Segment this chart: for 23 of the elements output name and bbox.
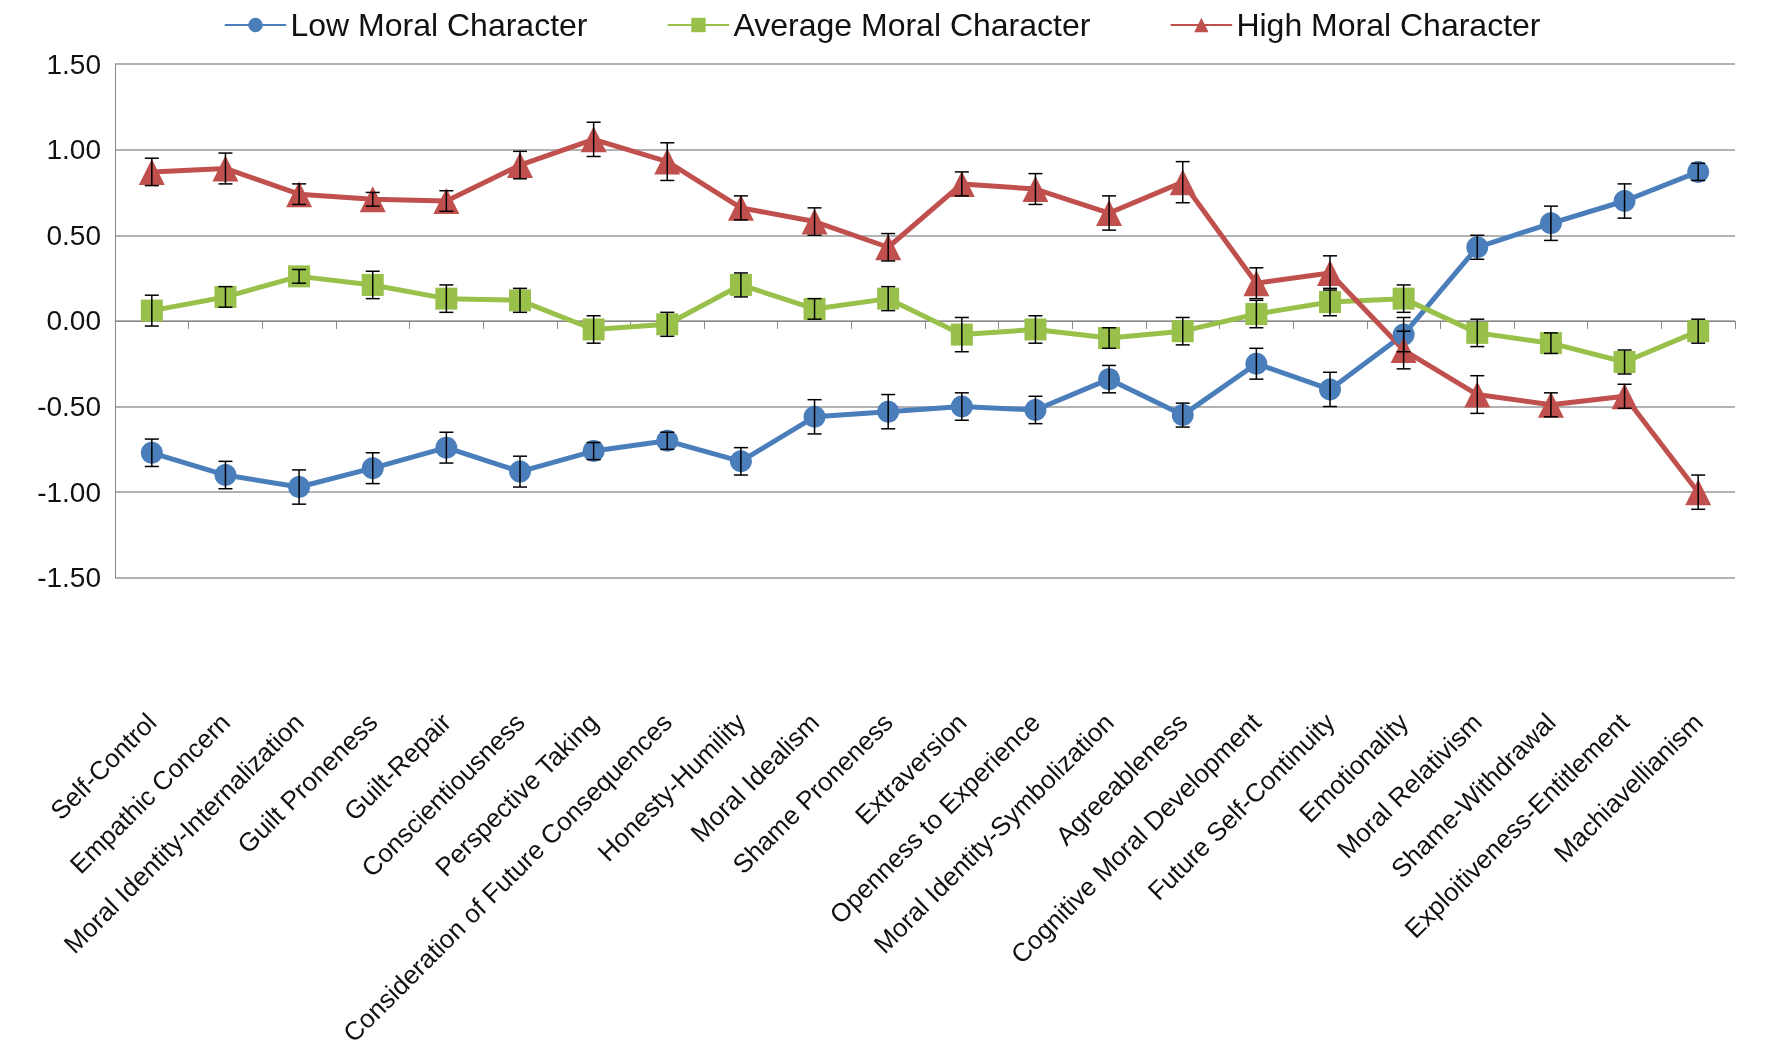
point bbox=[1022, 176, 1049, 203]
point bbox=[803, 405, 826, 428]
point bbox=[1245, 352, 1268, 375]
y-tick-label: 0.50 bbox=[46, 219, 101, 251]
legend-label: Low Moral Character bbox=[290, 7, 588, 43]
point bbox=[801, 208, 828, 235]
y-tick-label: -0.50 bbox=[37, 391, 101, 423]
point bbox=[361, 457, 384, 480]
point bbox=[950, 323, 973, 346]
point bbox=[140, 299, 163, 322]
point bbox=[654, 148, 681, 175]
point bbox=[1464, 381, 1491, 408]
point bbox=[1613, 190, 1636, 213]
point bbox=[1245, 303, 1268, 326]
y-tick-label: 0.00 bbox=[46, 305, 101, 337]
y-tick-label: -1.50 bbox=[37, 562, 101, 594]
point bbox=[435, 436, 458, 459]
legend-label: Average Moral Character bbox=[733, 7, 1091, 43]
y-tick-label: 1.50 bbox=[46, 48, 101, 80]
y-tick-label: -1.00 bbox=[37, 476, 101, 508]
point bbox=[1024, 398, 1047, 421]
y-tick-label: 1.00 bbox=[46, 134, 101, 166]
legend-label: High Moral Character bbox=[1236, 7, 1541, 43]
